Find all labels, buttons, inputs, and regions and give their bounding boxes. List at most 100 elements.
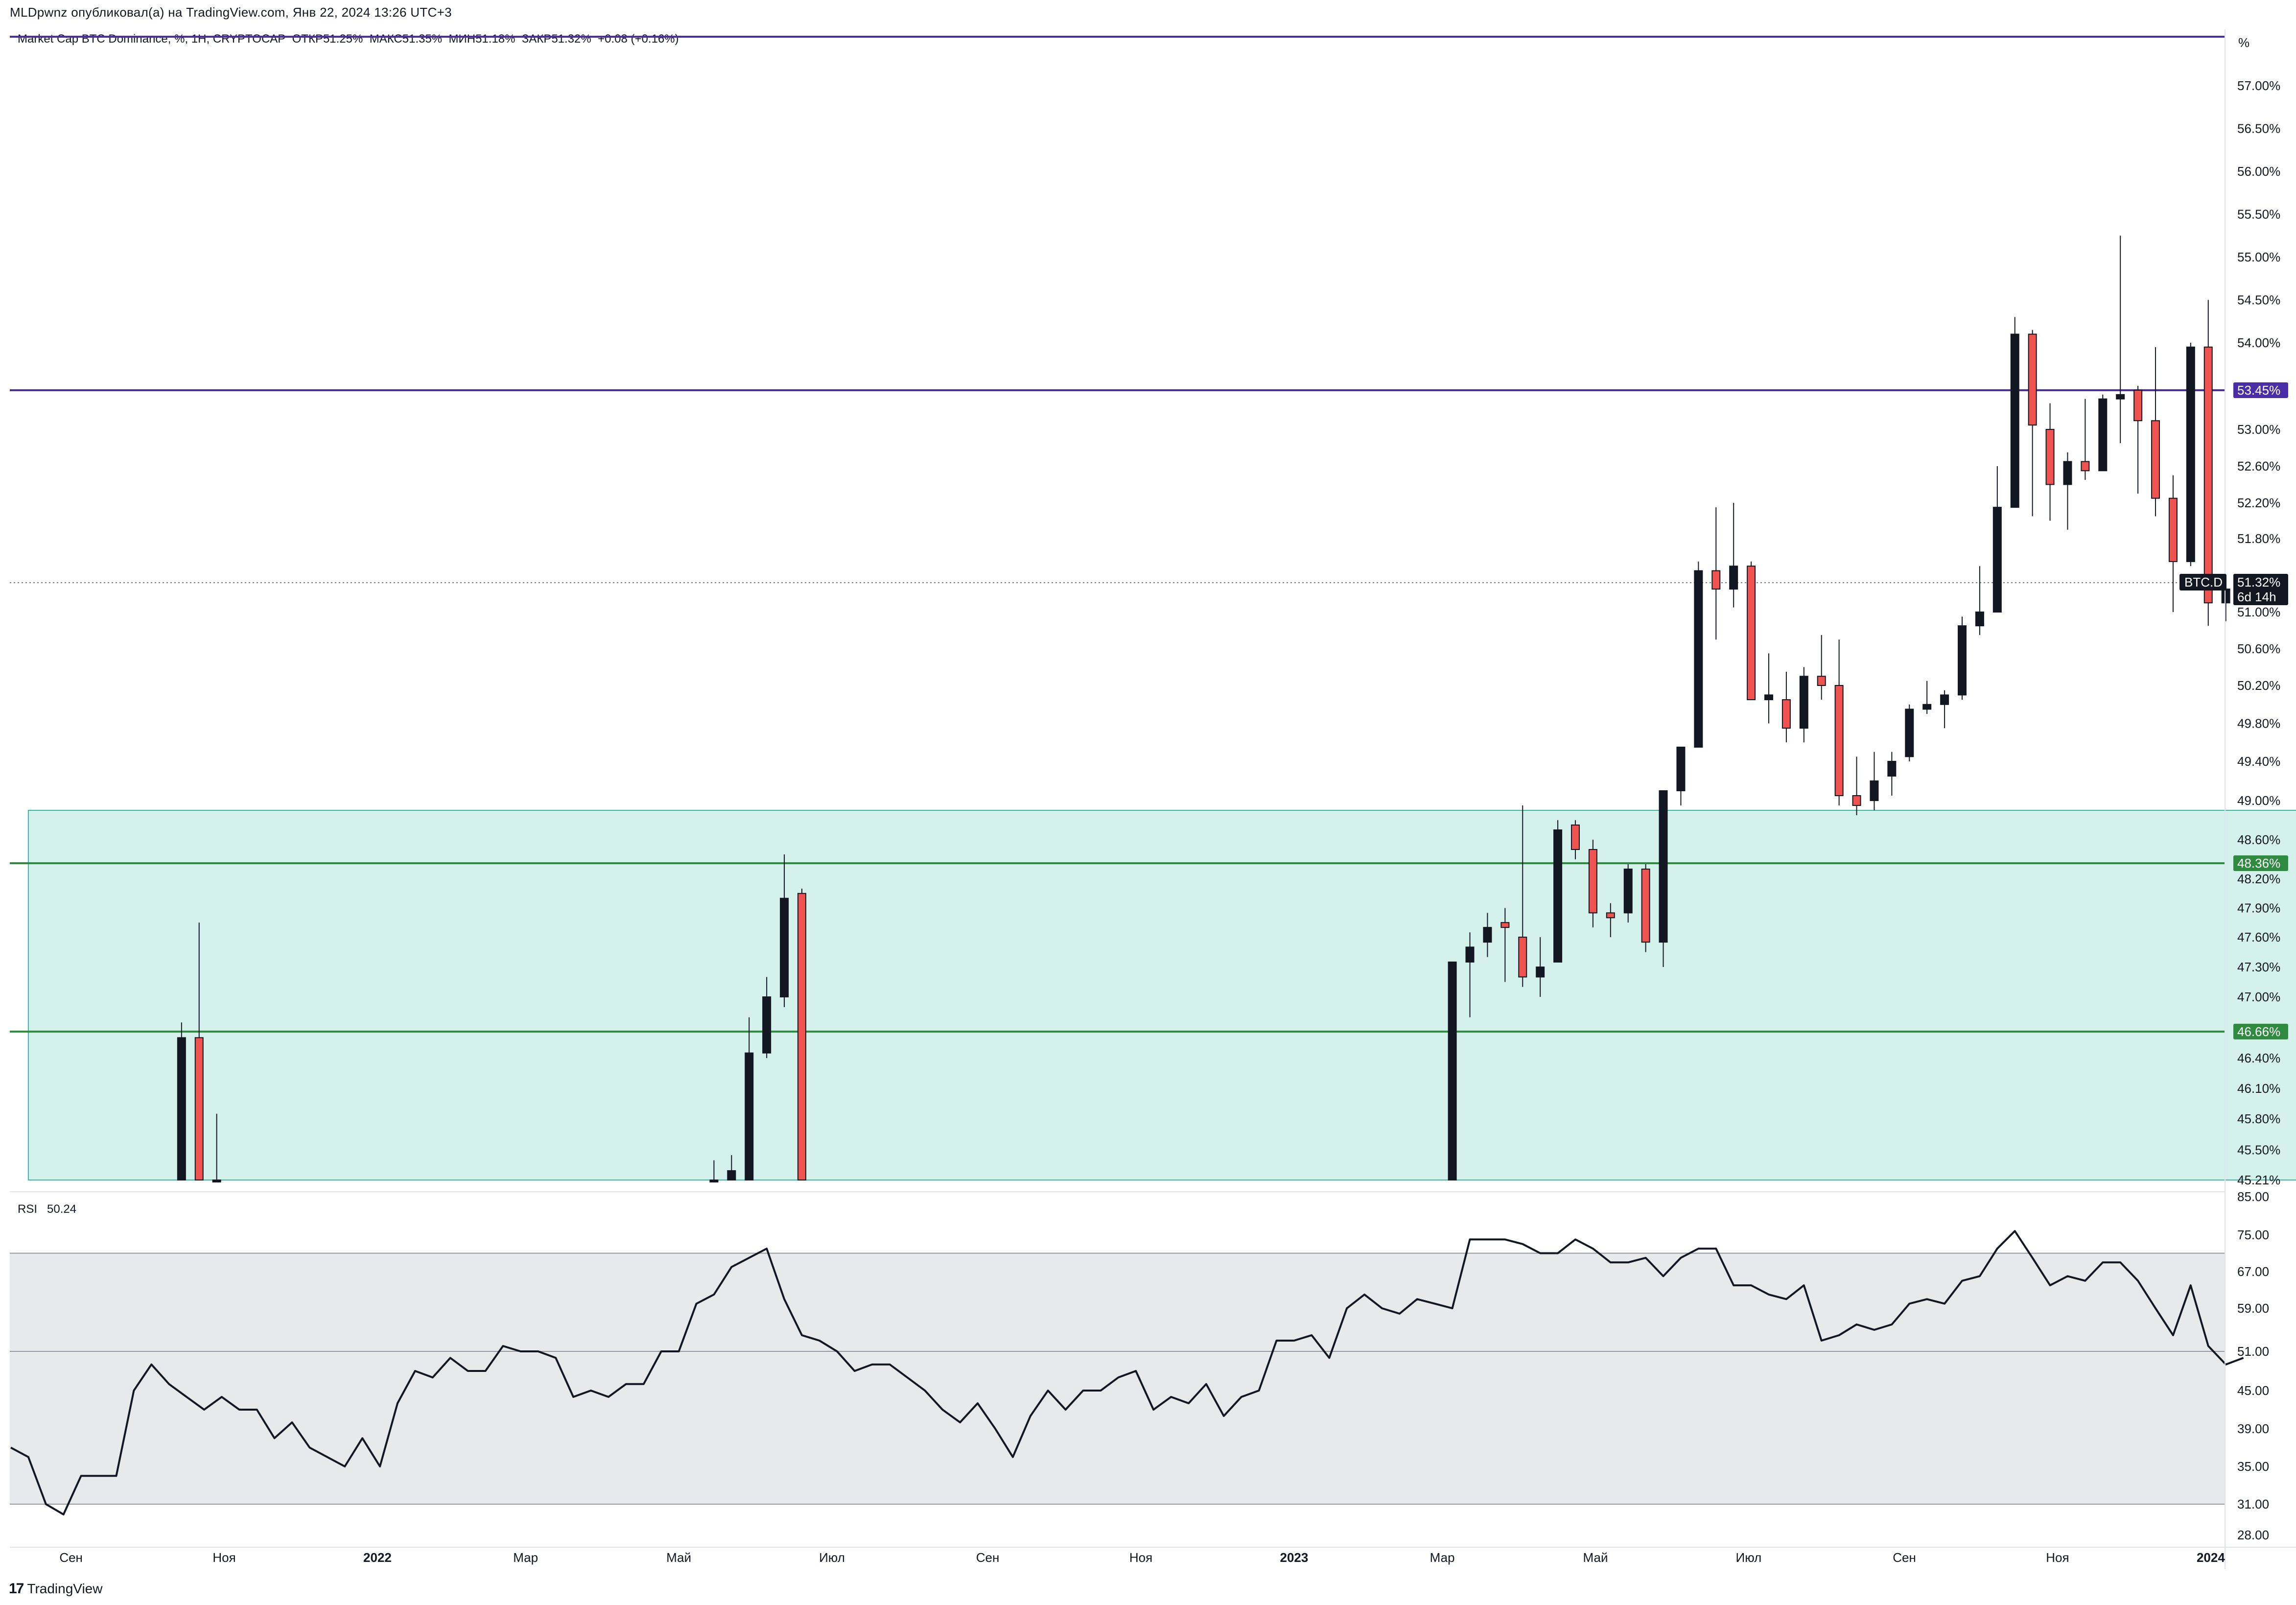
price-tick-5: 54.50% [2237,293,2280,307]
legend-open: ОТКР51.25% [292,32,363,46]
legend-change: +0.08 (+0.16%) [598,32,679,46]
price-tick-7: 53.00% [2237,422,2280,437]
candle-body-50 [2168,497,2178,562]
rsi-tick-6: 39.00 [2237,1421,2269,1436]
candle-body-6 [762,996,772,1054]
time-label-11: Июл [1736,1550,1762,1565]
candle-body-1 [194,1037,204,1180]
candle-body-2 [212,1180,221,1182]
price-tick-24: 46.10% [2237,1081,2280,1096]
rsi-value: 50.24 [47,1203,77,1216]
time-label-14: 2024 [2197,1550,2225,1565]
candle-body-19 [1623,869,1633,914]
time-label-6: Сен [976,1550,1000,1565]
rsi-tick-5: 45.00 [2237,1383,2269,1398]
price-tick-26: 45.50% [2237,1143,2280,1157]
candle-body-18 [1606,912,1615,919]
time-label-8: 2023 [1280,1550,1309,1565]
candle-body-34 [1887,761,1897,777]
candle-body-27 [1764,694,1773,701]
candle-body-52 [2203,346,2213,604]
rsi-tick-2: 67.00 [2237,1264,2269,1279]
candle-body-16 [1570,825,1580,850]
price-tick-27: 45.21% [2237,1173,2280,1187]
candle-body-36 [1922,704,1932,710]
rsi-tick-3: 59.00 [2237,1301,2269,1316]
legend-symbol: Market Cap BTC Dominance, %, 1H, CRYPTOC… [18,32,286,46]
candle-body-0 [177,1037,186,1180]
price-tick-1: 56.50% [2237,121,2280,136]
rsi-tick-0: 85.00 [2237,1189,2269,1204]
time-label-9: Мар [1430,1550,1455,1565]
candle-body-11 [1483,927,1492,943]
candle-body-22 [1676,746,1686,791]
time-label-3: Мар [513,1550,538,1565]
rsi-tick-4: 51.00 [2237,1344,2269,1359]
legend-close: ЗАКР51.32% [521,32,591,46]
price-tick-4: 55.00% [2237,250,2280,264]
price-tick-16: 49.00% [2237,793,2280,808]
rsi-name: RSI [18,1203,38,1216]
price-tick-21: 47.30% [2237,960,2280,974]
candle-body-24 [1711,570,1721,590]
footer-brand[interactable]: 17 TradingView [9,1581,102,1597]
price-tick-14: 49.80% [2237,716,2280,731]
price-tick-13: 50.20% [2237,678,2280,693]
candle-body-39 [1975,612,1984,627]
candle-body-13 [1518,937,1527,978]
candle-body-49 [2151,420,2160,499]
candle-body-32 [1852,795,1861,806]
badge-last-price: 51.32% [2237,575,2280,590]
badge-countdown: 6d 14h [2237,590,2276,604]
price-tick-19: 47.90% [2237,901,2280,916]
footer-brand-text: TradingView [27,1581,103,1596]
candle-body-38 [1958,625,1967,696]
price-tick-23: 46.40% [2237,1051,2280,1065]
candle-body-7 [780,897,789,997]
price-tick-12: 50.60% [2237,641,2280,656]
price-tick-3: 55.50% [2237,207,2280,222]
price-tick-8: 52.60% [2237,459,2280,473]
badge-level-low-bg [2233,1023,2288,1039]
time-label-0: Сен [59,1550,83,1565]
candle-body-46 [2098,398,2108,472]
candle-body-21 [1659,790,1668,943]
candle-body-43 [2045,429,2055,485]
badge-level-mid-bg [2233,855,2288,871]
price-tick-22: 47.00% [2237,990,2280,1004]
publisher-header: MLDpwnz опубликовал(а) на TradingView.co… [10,5,452,20]
candle-body-40 [1992,507,2002,613]
candle-body-44 [2063,461,2072,485]
candle-body-26 [1747,566,1756,701]
time-label-12: Сен [1893,1550,1916,1565]
price-tick-20: 47.60% [2237,930,2280,944]
candle-body-48 [2133,390,2143,422]
rsi-layer [10,1230,2244,1515]
price-tick-15: 49.40% [2237,754,2280,769]
candle-body-51 [2186,346,2195,562]
badge-symbol: BTC.D [2184,575,2223,590]
candle-body-45 [2081,461,2090,472]
rsi-tick-1: 75.00 [2237,1227,2269,1242]
candle-body-35 [1905,708,1914,757]
candle-body-4 [727,1170,736,1180]
time-label-10: Май [1583,1550,1608,1565]
time-label-2: 2022 [363,1550,392,1565]
price-tick-10: 51.80% [2237,531,2280,546]
zone-layer [27,810,2296,1180]
candle-body-23 [1694,570,1703,748]
badge-level-top: 53.45% [2237,383,2280,398]
candle-body-42 [2028,333,2037,426]
price-axis-unit: % [2238,35,2249,50]
time-label-13: Ноя [2046,1550,2069,1565]
candle-body-12 [1500,922,1510,928]
price-tick-18: 48.20% [2237,872,2280,886]
legend-low: МИН51.18% [448,32,515,46]
symbol-legend: Market Cap BTC Dominance, %, 1H, CRYPTOC… [18,32,679,46]
price-tick-0: 57.00% [2237,78,2280,93]
candle-body-5 [745,1052,754,1180]
candle-body-8 [797,893,806,1180]
candle-body-20 [1641,869,1650,943]
level-lines-layer [10,36,2225,1033]
